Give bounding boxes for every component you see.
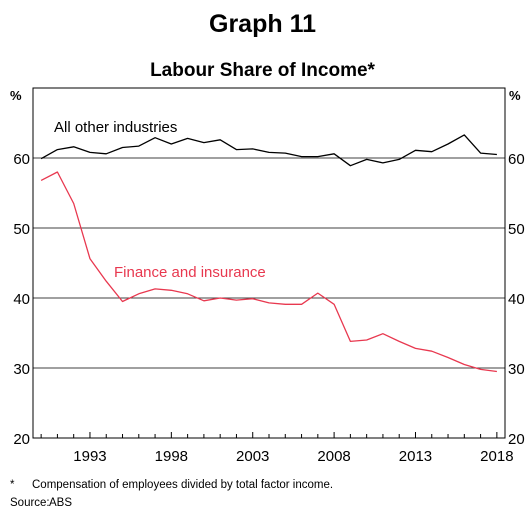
- y-tick-label-right: 40: [508, 291, 525, 308]
- source-note: Source:ABS: [10, 497, 72, 509]
- gridlines: [33, 157, 505, 369]
- y-tick-label-left: 20: [13, 431, 30, 448]
- footnote: * Compensation of employees divided by to…: [10, 479, 333, 491]
- y-tick-label-left: 50: [13, 221, 30, 238]
- footnote-text: Compensation of employees divided by tot…: [32, 479, 334, 491]
- chart-title: Labour Share of Income*: [150, 60, 375, 81]
- series-label-all-other-industries: All other industries: [54, 119, 177, 136]
- y-tick-label-left: 40: [13, 291, 30, 308]
- x-tick-label: 1993: [73, 448, 106, 465]
- source-value: ABS: [49, 497, 73, 509]
- axis-labels: 20 20 30 30 40 40 50 50 60 60 1993 1998 2003 2008 2013…: [10, 88, 525, 465]
- plot-frame: [32, 87, 506, 439]
- y-unit-label-right: %: [509, 88, 521, 103]
- x-tick-label: 2008: [317, 448, 350, 465]
- series-line-all-other-industries: [40, 134, 497, 167]
- y-tick-label-right: 20: [508, 431, 525, 448]
- x-tick-label: 2003: [236, 448, 269, 465]
- footnote-mark: *: [10, 479, 15, 491]
- y-unit-label-left: %: [10, 88, 22, 103]
- y-tick-label-right: 50: [508, 221, 525, 238]
- graph-label: Graph 11: [209, 10, 316, 38]
- series-label-finance-and-insurance: Finance and insurance: [114, 264, 266, 281]
- axis-ticks: [40, 432, 498, 438]
- x-tick-label: 2013: [399, 448, 432, 465]
- y-tick-label-left: 30: [13, 361, 30, 378]
- y-tick-label-right: 60: [508, 151, 525, 168]
- series-line-finance-and-insurance: [40, 171, 497, 373]
- series-lines: [40, 134, 497, 373]
- source-label: Source:: [10, 497, 50, 509]
- y-tick-label-right: 30: [508, 361, 525, 378]
- x-tick-label: 1998: [155, 448, 188, 465]
- y-tick-label-left: 60: [13, 151, 30, 168]
- x-tick-label: 2018: [480, 448, 513, 465]
